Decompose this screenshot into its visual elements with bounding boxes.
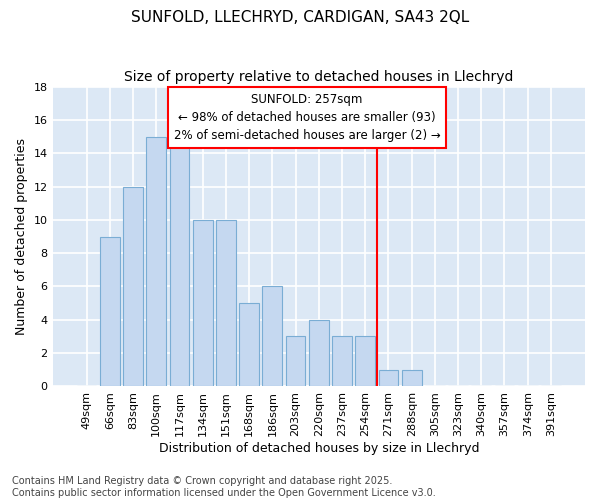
- Bar: [332, 336, 352, 386]
- Text: SUNFOLD, LLECHRYD, CARDIGAN, SA43 2QL: SUNFOLD, LLECHRYD, CARDIGAN, SA43 2QL: [131, 10, 469, 25]
- X-axis label: Distribution of detached houses by size in Llechryd: Distribution of detached houses by size …: [158, 442, 479, 455]
- Bar: [379, 370, 398, 386]
- Title: Size of property relative to detached houses in Llechryd: Size of property relative to detached ho…: [124, 70, 514, 84]
- Bar: [100, 236, 119, 386]
- Bar: [309, 320, 329, 386]
- Bar: [123, 186, 143, 386]
- Bar: [170, 136, 190, 386]
- Text: SUNFOLD: 257sqm
← 98% of detached houses are smaller (93)
2% of semi-detached ho: SUNFOLD: 257sqm ← 98% of detached houses…: [174, 93, 440, 142]
- Bar: [193, 220, 212, 386]
- Bar: [239, 303, 259, 386]
- Bar: [262, 286, 282, 386]
- Bar: [216, 220, 236, 386]
- Bar: [402, 370, 422, 386]
- Bar: [355, 336, 375, 386]
- Text: Contains HM Land Registry data © Crown copyright and database right 2025.
Contai: Contains HM Land Registry data © Crown c…: [12, 476, 436, 498]
- Y-axis label: Number of detached properties: Number of detached properties: [15, 138, 28, 335]
- Bar: [286, 336, 305, 386]
- Bar: [146, 136, 166, 386]
